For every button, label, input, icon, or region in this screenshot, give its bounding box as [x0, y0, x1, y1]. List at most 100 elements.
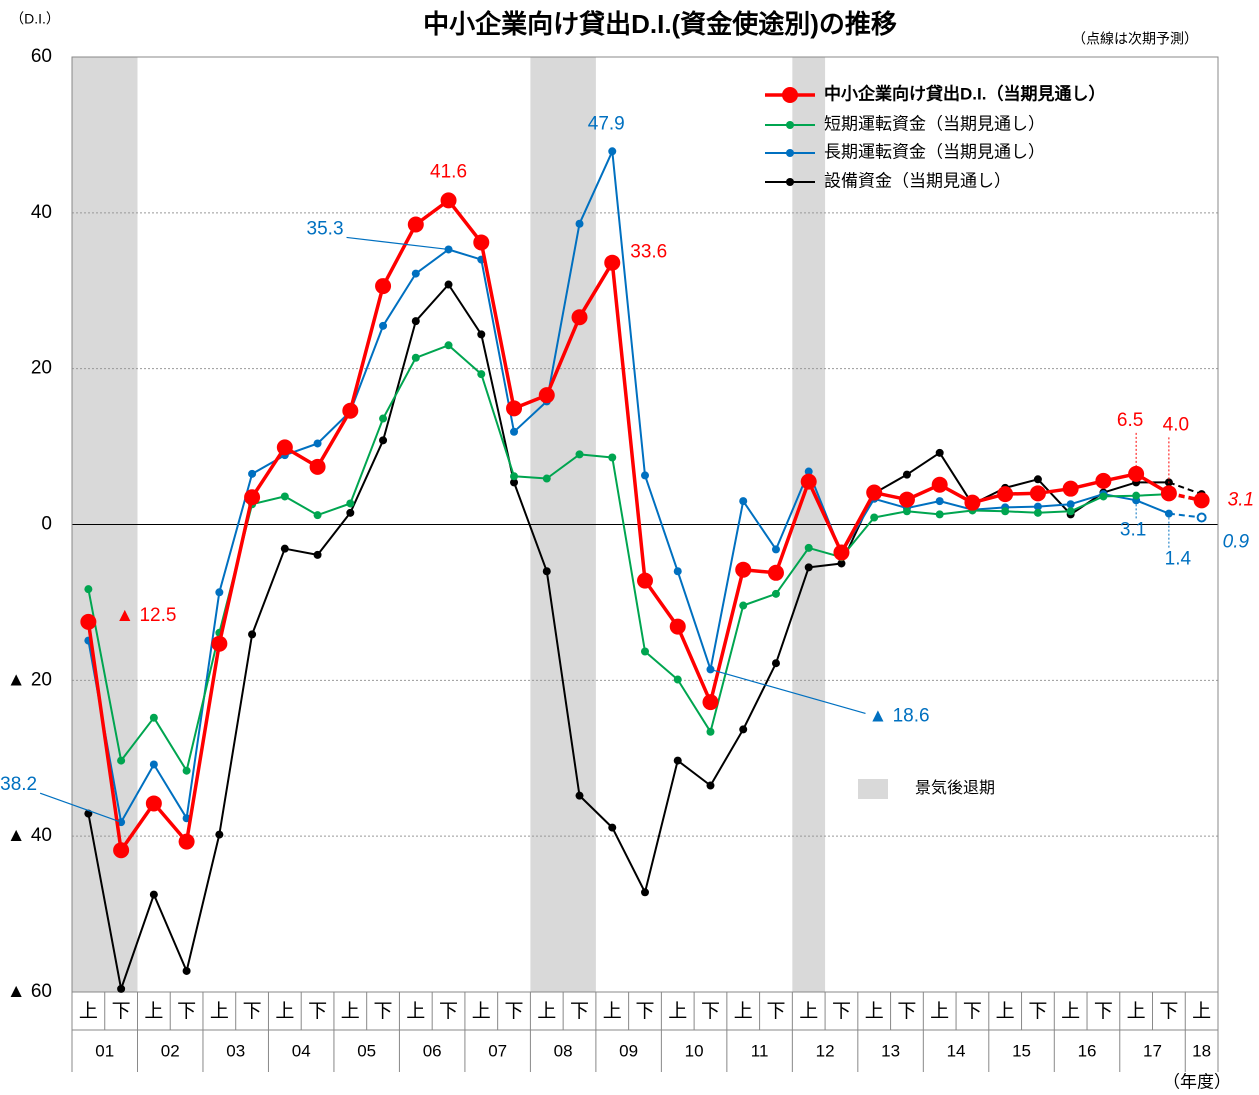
data-point [444, 341, 453, 350]
x-tick-label: 下 [832, 1001, 851, 1022]
x-tick-label: 上 [865, 1000, 884, 1022]
note: （点線は次期予測） [1072, 31, 1198, 47]
data-point [870, 513, 879, 522]
data-point [1193, 492, 1210, 509]
data-point [804, 543, 813, 552]
data-point [346, 499, 355, 508]
data-point [342, 402, 359, 419]
data-point [800, 473, 817, 490]
data-point [149, 760, 158, 769]
year-label: 18 [1192, 1041, 1211, 1060]
data-point [673, 675, 682, 684]
data-point [407, 216, 424, 233]
y-tick-label: 40 [31, 202, 52, 223]
series-line [87, 344, 1169, 772]
data-point [178, 833, 195, 850]
x-tick-label: 上 [406, 1000, 425, 1022]
data-point [182, 966, 191, 975]
data-point [182, 766, 191, 775]
data-point [1062, 480, 1079, 497]
x-tick-label: 下 [439, 1001, 458, 1022]
data-point [215, 588, 224, 597]
data-label: 3.1 [1228, 489, 1254, 510]
data-label: 3.1 [1120, 519, 1146, 540]
data-point [379, 321, 388, 330]
data-point [1029, 485, 1046, 502]
data-point [113, 842, 130, 859]
data-point [1160, 485, 1177, 502]
x-tick-label: 上 [275, 1000, 294, 1022]
data-point [506, 400, 523, 417]
x-tick-label: 上 [341, 1000, 360, 1022]
y-tick-label: 60 [31, 46, 52, 67]
data-point [935, 497, 944, 506]
data-point [739, 601, 748, 610]
data-point [735, 561, 752, 578]
data-point [673, 567, 682, 576]
legend-marker [782, 87, 798, 103]
forecast-line [1168, 512, 1202, 519]
y-tick-label: ▲ 60 [7, 981, 52, 1002]
legend-label: 中小企業向け貸出D.I.（当期見通し） [824, 83, 1105, 103]
data-point [276, 439, 293, 456]
x-tick-label: 上 [1192, 1000, 1211, 1022]
data-point [804, 467, 813, 476]
data-point [1033, 475, 1042, 484]
data-point [898, 491, 915, 508]
data-point [837, 559, 846, 568]
data-point [80, 613, 97, 630]
leader-line [346, 236, 449, 251]
data-point [280, 492, 289, 501]
x-tick-label: 上 [79, 1000, 98, 1022]
chart-title: 中小企業向け貸出D.I.(資金使途別)の推移 [423, 9, 897, 39]
data-point [935, 448, 944, 457]
data-point [444, 280, 453, 289]
data-point [1033, 502, 1042, 511]
data-point [248, 469, 257, 478]
data-point [771, 545, 780, 554]
y-tick-label: 20 [31, 358, 52, 379]
data-point [1066, 507, 1075, 516]
data-point [477, 330, 486, 339]
data-point [411, 269, 420, 278]
data-point [248, 630, 257, 639]
year-label: 08 [554, 1041, 573, 1060]
data-point [145, 795, 162, 812]
data-point [477, 370, 486, 379]
data-label: 0.9 [1223, 532, 1250, 553]
data-point [510, 427, 519, 436]
year-label: 14 [947, 1041, 966, 1060]
legend-marker [786, 149, 794, 157]
data-point [411, 317, 420, 326]
year-label: 16 [1078, 1041, 1097, 1060]
data-point [313, 511, 322, 520]
data-point [673, 756, 682, 765]
x-tick-label: 下 [1028, 1001, 1047, 1022]
data-point [1066, 500, 1075, 509]
data-point [1001, 507, 1010, 516]
data-point [902, 470, 911, 479]
data-point [440, 192, 457, 209]
data-point [280, 544, 289, 553]
data-point [510, 472, 519, 481]
year-label: 02 [161, 1041, 180, 1060]
data-point [702, 694, 719, 711]
year-label: 12 [816, 1041, 835, 1060]
data-point [637, 572, 653, 589]
y-tick-label: ▲ 40 [7, 825, 52, 846]
year-label: 13 [881, 1041, 900, 1060]
data-point [1099, 492, 1108, 501]
data-point [211, 635, 228, 652]
data-point [375, 278, 392, 295]
data-point [379, 414, 388, 423]
data-point [244, 489, 261, 506]
x-tick-label: 下 [505, 1001, 524, 1022]
x-tick-label: 下 [897, 1001, 916, 1022]
data-point [608, 453, 617, 462]
data-label: 35.3 [307, 218, 344, 239]
x-tick-label: 上 [1061, 1000, 1080, 1022]
data-point [313, 550, 322, 559]
data-point [641, 471, 649, 480]
x-tick-label: 下 [308, 1001, 327, 1022]
